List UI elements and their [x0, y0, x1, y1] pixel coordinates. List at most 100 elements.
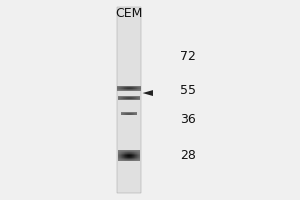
Bar [129, 87, 130, 88]
Bar [125, 86, 126, 87]
Bar [136, 89, 137, 90]
Bar [123, 86, 124, 87]
Bar [135, 89, 136, 90]
Bar [136, 86, 137, 87]
Bar [138, 86, 139, 87]
Bar [140, 89, 141, 90]
Bar [137, 90, 138, 91]
Bar [133, 90, 134, 91]
Bar [138, 87, 139, 88]
Bar [124, 87, 125, 88]
Bar [134, 86, 135, 87]
Bar [130, 86, 131, 87]
Bar [122, 90, 123, 91]
Bar [139, 87, 140, 88]
Bar [121, 87, 122, 88]
Text: 28: 28 [180, 149, 196, 162]
Bar [124, 89, 125, 90]
Bar [125, 89, 126, 90]
Bar [126, 86, 127, 87]
Bar [125, 90, 126, 91]
Bar [120, 89, 121, 90]
Bar [130, 89, 131, 90]
Text: 55: 55 [180, 84, 196, 97]
Bar [140, 90, 141, 91]
Bar [131, 88, 132, 89]
Bar [137, 87, 138, 88]
Bar [118, 86, 119, 87]
Bar [117, 90, 118, 91]
Bar [136, 88, 137, 89]
Text: 36: 36 [180, 113, 196, 126]
Bar [122, 86, 123, 87]
Bar [126, 87, 127, 88]
Bar [119, 88, 120, 89]
Bar [135, 90, 136, 91]
Bar [133, 88, 134, 89]
Bar [128, 86, 129, 87]
Bar [128, 89, 129, 90]
Bar [127, 89, 128, 90]
Bar [133, 87, 134, 88]
Bar [138, 89, 139, 90]
Bar [125, 87, 126, 88]
Bar [132, 89, 133, 90]
Bar [138, 88, 139, 89]
Bar [117, 89, 118, 90]
Bar [117, 86, 118, 87]
Bar [127, 86, 128, 87]
Bar [129, 86, 130, 87]
Bar [122, 88, 123, 89]
Bar [127, 87, 128, 88]
Bar [136, 90, 137, 91]
Bar [135, 87, 136, 88]
Bar [125, 88, 126, 89]
Bar [133, 86, 134, 87]
Bar [131, 86, 132, 87]
Bar [133, 89, 134, 90]
Bar [136, 86, 137, 87]
Polygon shape [142, 90, 153, 96]
Bar [120, 90, 121, 91]
Bar [120, 87, 121, 88]
Text: 72: 72 [180, 50, 196, 63]
Bar [134, 89, 135, 90]
Bar [134, 90, 135, 91]
Bar [126, 88, 127, 89]
Bar [126, 89, 127, 90]
Bar [119, 89, 120, 90]
Bar [130, 88, 131, 89]
Bar [120, 86, 121, 87]
Bar [124, 86, 125, 87]
Bar [123, 90, 124, 91]
Bar [127, 90, 128, 91]
Bar [128, 87, 129, 88]
Bar [135, 86, 136, 87]
Bar [122, 89, 123, 90]
Bar [136, 87, 137, 88]
Bar [129, 90, 130, 91]
Bar [132, 90, 133, 91]
Bar [134, 87, 135, 88]
Bar [118, 90, 119, 91]
Bar [136, 89, 137, 90]
Bar [130, 90, 131, 91]
Bar [121, 90, 122, 91]
Bar [129, 89, 130, 90]
Bar [121, 89, 122, 90]
Bar [119, 87, 120, 88]
Bar [117, 87, 118, 88]
Bar [119, 86, 120, 87]
Bar [121, 86, 122, 87]
Bar [139, 88, 140, 89]
Bar [139, 90, 140, 91]
Text: CEM: CEM [116, 7, 143, 20]
Bar [119, 90, 120, 91]
Bar [118, 88, 119, 89]
Bar [131, 90, 132, 91]
Bar [117, 7, 141, 193]
Bar [118, 89, 119, 90]
Bar [136, 90, 137, 91]
Bar [131, 89, 132, 90]
Bar [131, 87, 132, 88]
